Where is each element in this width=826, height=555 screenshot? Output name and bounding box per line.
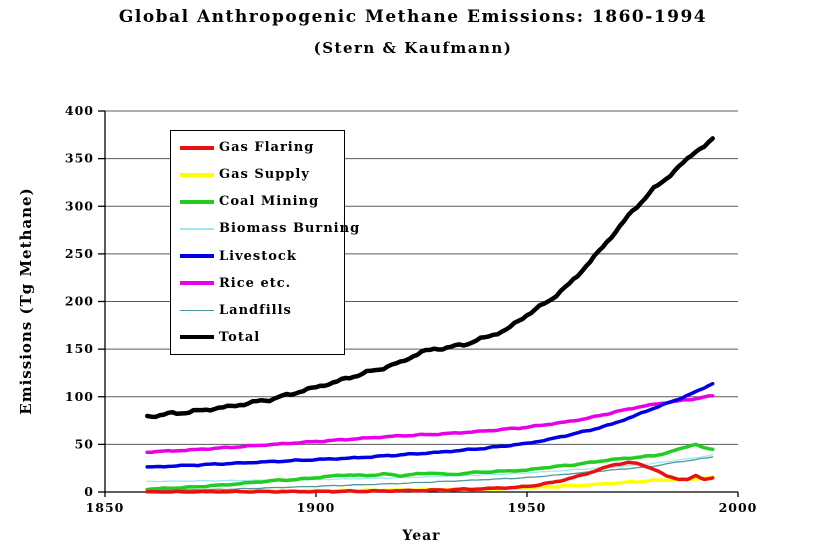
legend-line-sample-gas-supply bbox=[180, 172, 214, 177]
legend-label: Livestock bbox=[219, 248, 297, 264]
chart-title: Global Anthropogenic Methane Emissions: … bbox=[118, 7, 708, 27]
y-tick-label: 150 bbox=[65, 341, 94, 356]
legend-item-livestock: Livestock bbox=[180, 249, 344, 264]
legend-label: Total bbox=[219, 329, 261, 345]
legend-line-sample-biomass-burning bbox=[180, 228, 214, 230]
legend-label: Gas Supply bbox=[219, 167, 310, 183]
legend-label: Rice etc. bbox=[219, 275, 292, 291]
x-tick-label: 1850 bbox=[86, 500, 125, 515]
y-tick-label: 300 bbox=[65, 198, 94, 213]
x-tick-label: 1900 bbox=[297, 500, 336, 515]
series-line-gas-flaring bbox=[145, 460, 715, 494]
legend-line-sample-rice-etc bbox=[180, 281, 214, 286]
legend-label: Gas Flaring bbox=[219, 140, 315, 156]
series-line-total bbox=[144, 136, 715, 420]
legend-item-total: Total bbox=[180, 330, 344, 345]
legend-label: Landfills bbox=[219, 302, 292, 318]
legend-label: Coal Mining bbox=[219, 194, 320, 210]
y-tick-label: 100 bbox=[65, 389, 94, 404]
legend-label: Biomass Burning bbox=[219, 221, 361, 237]
x-tick-label: 1950 bbox=[508, 500, 547, 515]
series-line-livestock bbox=[145, 381, 715, 469]
legend-line-sample-coal-mining bbox=[180, 199, 214, 204]
y-tick-label: 250 bbox=[65, 246, 94, 261]
series-line-landfills bbox=[146, 456, 714, 492]
y-tick-label: 400 bbox=[65, 103, 94, 118]
legend-item-gas-flaring: Gas Flaring bbox=[180, 140, 344, 155]
legend-item-gas-supply: Gas Supply bbox=[180, 167, 344, 182]
series-line-coal-mining bbox=[145, 442, 715, 492]
legend-line-sample-total bbox=[180, 335, 214, 340]
legend-item-landfills: Landfills bbox=[180, 303, 344, 318]
legend-line-sample-landfills bbox=[180, 309, 214, 312]
x-tick-label: 2000 bbox=[719, 500, 758, 515]
chart-subtitle: (Stern & Kaufmann) bbox=[313, 39, 513, 57]
x-axis-title: Year bbox=[402, 528, 441, 544]
y-tick-label: 0 bbox=[84, 484, 94, 499]
legend-item-biomass-burning: Biomass Burning bbox=[180, 221, 359, 236]
legend-line-sample-livestock bbox=[180, 254, 214, 259]
y-tick-label: 50 bbox=[75, 436, 94, 451]
y-tick-label: 350 bbox=[65, 151, 94, 166]
legend-item-coal-mining: Coal Mining bbox=[180, 194, 344, 209]
series-line-rice-etc bbox=[145, 394, 715, 455]
legend-line-sample-gas-flaring bbox=[180, 145, 214, 150]
legend-item-rice-etc: Rice etc. bbox=[180, 276, 344, 291]
y-tick-label: 200 bbox=[65, 294, 94, 309]
series-line-biomass-burning bbox=[146, 453, 714, 483]
legend-box: Gas Flaring Gas Supply Coal Mining Biomass … bbox=[170, 130, 359, 355]
